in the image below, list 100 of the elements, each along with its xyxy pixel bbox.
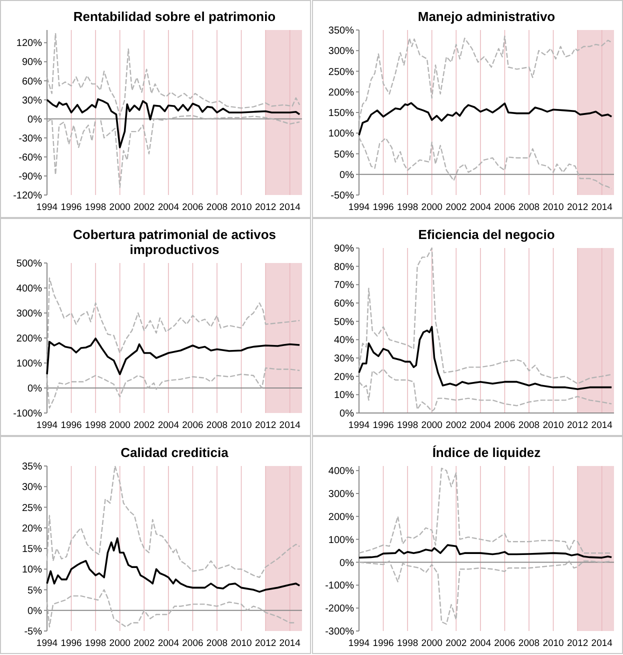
line-series [358, 247, 612, 384]
x-tick-label: 1998 [85, 638, 106, 649]
y-tick-label: 200% [328, 87, 354, 98]
y-tick-label: 10% [22, 564, 42, 576]
y-tick-label: 400% [16, 284, 42, 294]
x-tick-label: 2004 [158, 638, 179, 649]
x-tick-label: 2008 [518, 202, 540, 213]
chart-title: Calidad crediticia [120, 445, 230, 460]
x-tick-label: 2000 [109, 420, 130, 431]
line-series [46, 465, 300, 578]
y-tick-label: 350% [328, 26, 354, 36]
line-series [46, 537, 300, 593]
y-tick-label: 90% [334, 244, 354, 254]
x-tick-label: 1996 [372, 638, 394, 649]
y-tick-label: 0% [340, 558, 354, 569]
y-tick-label: -5% [24, 626, 42, 638]
x-tick-label: 2002 [134, 420, 155, 431]
x-tick-label: 2000 [421, 202, 442, 213]
y-tick-label: 100% [328, 534, 354, 546]
y-tick-label: 70% [334, 280, 354, 292]
x-tick-label: 1998 [397, 638, 418, 649]
line-series [46, 32, 300, 116]
x-tick-label: 2010 [230, 420, 252, 431]
x-tick-label: 2006 [182, 420, 204, 431]
x-tick-label: 2002 [446, 638, 467, 649]
x-tick-label: 1996 [60, 638, 82, 649]
x-tick-label: 1998 [85, 202, 106, 213]
y-tick-label: 15% [22, 544, 42, 555]
y-tick-label: 150% [328, 108, 354, 119]
x-tick-label: 1996 [60, 202, 82, 213]
chart-title: Eficiencia del negocio [418, 227, 555, 242]
line-series [46, 338, 300, 376]
x-tick-label: 2004 [470, 420, 491, 431]
y-tick-label: -90% [18, 171, 42, 182]
line-series [46, 115, 300, 188]
y-tick-label: 40% [334, 335, 354, 346]
x-tick-label: 1994 [348, 202, 370, 213]
x-tick-label: 2010 [542, 638, 564, 649]
x-tick-label: 2000 [109, 202, 130, 213]
x-tick-label: 1998 [85, 420, 106, 431]
y-tick-label: 300% [328, 46, 354, 58]
x-tick-label: 1994 [36, 638, 58, 649]
x-tick-label: 2010 [230, 638, 252, 649]
x-tick-label: 2004 [158, 420, 179, 431]
x-tick-label: 2014 [591, 202, 612, 213]
x-tick-label: 2006 [182, 202, 204, 213]
y-tick-label: 100% [16, 358, 42, 370]
x-tick-label: 2012 [255, 420, 276, 431]
x-tick-label: 2004 [158, 202, 179, 213]
line-series [358, 560, 612, 625]
y-tick-label: 500% [16, 258, 42, 270]
line-series [358, 136, 612, 190]
x-tick-label: 2000 [421, 420, 442, 431]
x-tick-label: 2014 [279, 202, 300, 213]
x-tick-label: 1996 [372, 202, 394, 213]
x-tick-label: 1994 [36, 202, 58, 213]
y-tick-label: 50% [334, 316, 354, 328]
y-tick-label: 90% [22, 57, 42, 68]
y-tick-label: -60% [18, 152, 42, 164]
y-tick-label: 80% [334, 262, 354, 273]
x-tick-label: 2002 [134, 638, 155, 649]
y-tick-label: 0% [28, 384, 42, 394]
y-tick-label: -120% [13, 190, 42, 202]
chart-title: Cobertura patrimonial de activos improductivos [73, 227, 276, 257]
y-tick-label: 400% [328, 466, 354, 478]
x-tick-label: 2002 [134, 202, 155, 213]
line-series [46, 98, 300, 148]
x-tick-label: 1998 [397, 420, 418, 431]
x-tick-label: 2012 [255, 202, 276, 213]
y-tick-label: 60% [22, 76, 42, 88]
x-tick-label: 1998 [397, 202, 418, 213]
x-tick-label: 2000 [421, 638, 442, 649]
y-tick-label: -100% [325, 580, 354, 592]
line-series [358, 36, 612, 122]
y-tick-label: 0% [28, 606, 42, 617]
y-tick-label: -300% [325, 626, 354, 638]
y-tick-label: 30% [334, 354, 354, 364]
x-tick-label: 1996 [60, 420, 82, 431]
x-tick-label: 2014 [279, 420, 300, 431]
y-tick-label: 120% [16, 38, 42, 50]
x-tick-label: 1994 [36, 420, 58, 431]
y-tick-label: 30% [22, 482, 42, 494]
x-tick-label: 2006 [494, 202, 516, 213]
line-series [358, 468, 612, 554]
chart-title: Manejo administrativo [418, 9, 556, 24]
x-tick-label: 2004 [470, 638, 491, 649]
y-tick-label: -200% [325, 604, 354, 615]
line-series [358, 544, 612, 559]
y-tick-label: 250% [328, 66, 354, 78]
y-tick-label: 100% [328, 128, 354, 140]
line-series [358, 326, 612, 390]
x-tick-label: 2014 [591, 420, 612, 431]
y-tick-label: 200% [16, 334, 42, 344]
y-tick-label: 300% [328, 489, 354, 500]
chart-title: Rentabilidad sobre el patrimonio [73, 9, 276, 24]
x-tick-label: 2008 [518, 638, 540, 649]
x-tick-label: 1994 [348, 420, 370, 431]
y-tick-label: 5% [28, 585, 42, 596]
y-tick-label: 30% [22, 95, 42, 106]
x-tick-label: 2002 [446, 420, 467, 431]
